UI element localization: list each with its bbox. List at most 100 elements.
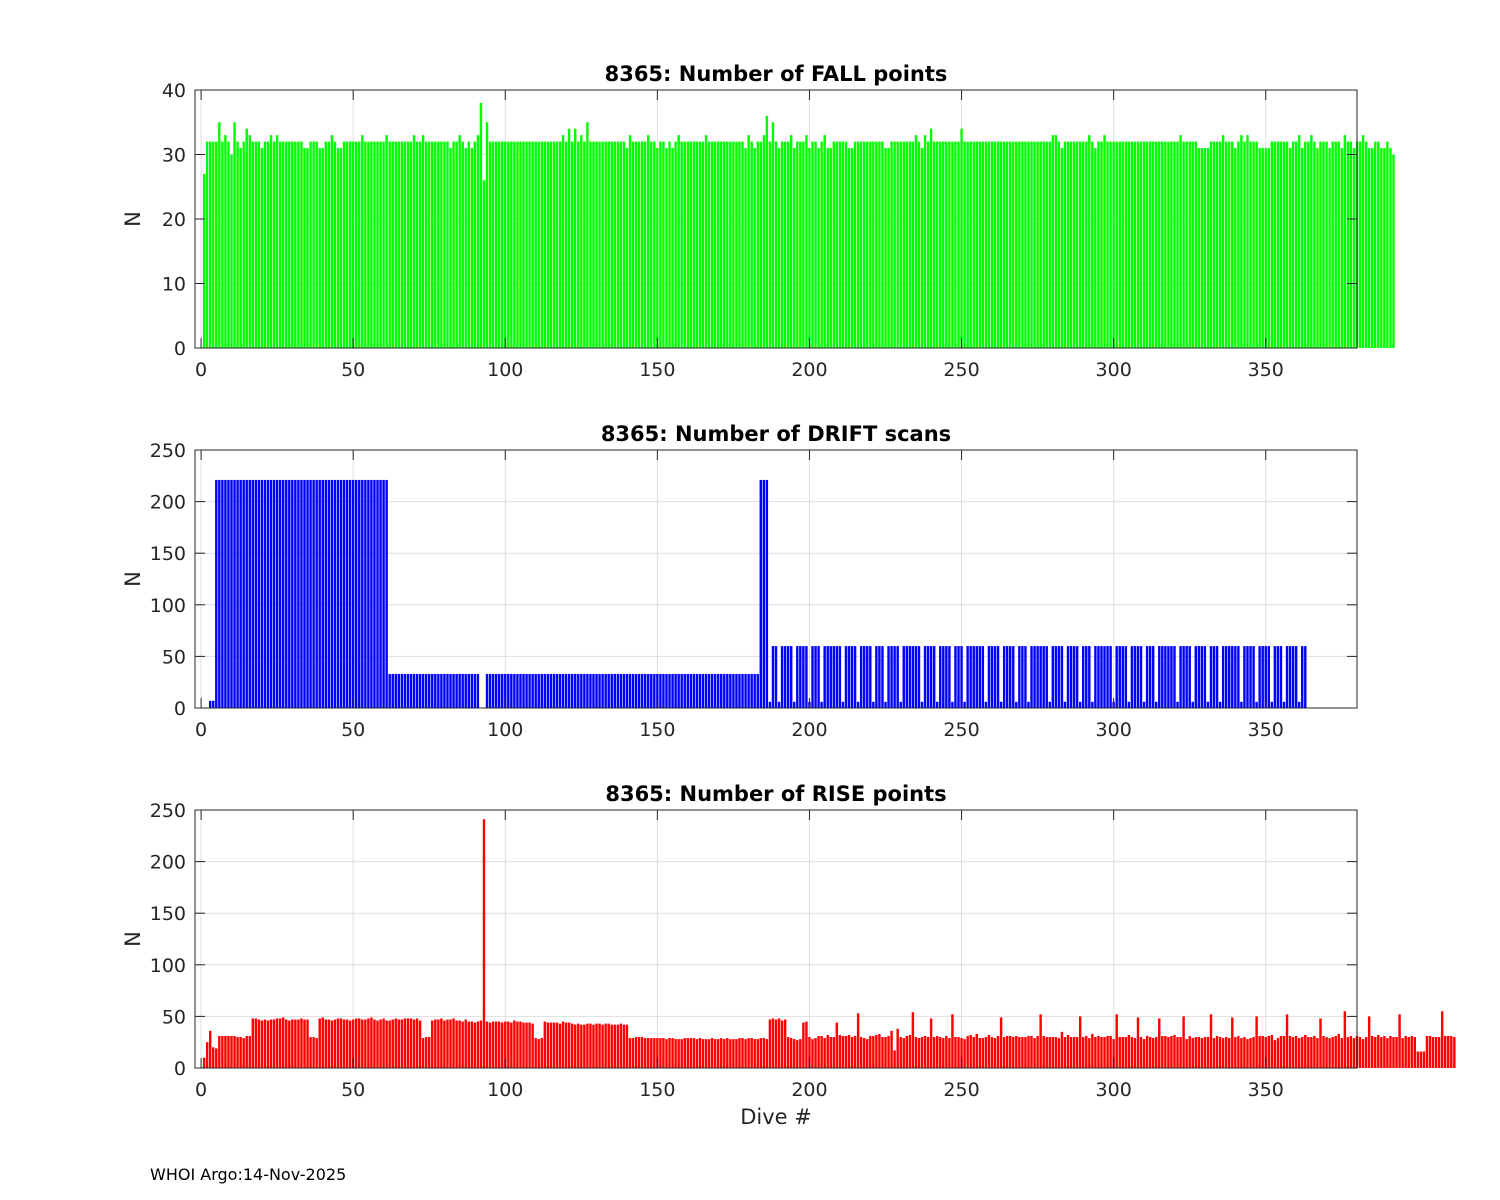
bar: [881, 141, 884, 348]
bar: [1057, 646, 1061, 708]
bar: [1203, 1037, 1207, 1068]
bar: [1191, 701, 1194, 708]
bar: [814, 141, 817, 348]
bar: [811, 141, 814, 348]
y-tick-label: 20: [162, 209, 186, 231]
bar: [683, 141, 686, 348]
bar: [385, 1020, 388, 1068]
x-tick-label: 200: [791, 719, 827, 741]
bar: [318, 1018, 321, 1068]
bar: [616, 141, 620, 348]
bar: [592, 1024, 595, 1068]
bar: [1322, 1036, 1325, 1068]
bar: [1185, 646, 1188, 708]
bar: [1255, 701, 1258, 708]
x-tick-label: 0: [195, 719, 207, 741]
bar: [1206, 148, 1210, 348]
bar: [1301, 646, 1304, 708]
bar: [546, 141, 550, 348]
bar: [552, 1022, 556, 1068]
bar: [1048, 701, 1051, 708]
bar: [1188, 646, 1191, 708]
bar: [823, 646, 826, 708]
bar: [516, 141, 519, 348]
bar: [765, 1039, 769, 1068]
bar: [373, 1019, 376, 1068]
bar: [291, 1019, 294, 1068]
bar: [1221, 646, 1225, 708]
bar: [303, 479, 306, 708]
bar: [1106, 1036, 1109, 1068]
bar: [723, 141, 726, 348]
bar: [1185, 1039, 1188, 1068]
bar: [1231, 1017, 1234, 1068]
bar: [1392, 154, 1395, 348]
bar: [577, 141, 580, 348]
bar: [215, 141, 218, 348]
bar: [522, 673, 525, 708]
bar: [224, 135, 227, 348]
bar: [440, 141, 443, 348]
bar: [504, 1021, 507, 1068]
bar: [1437, 1037, 1441, 1068]
bar: [525, 673, 528, 708]
bar: [1060, 646, 1064, 708]
bar: [583, 141, 586, 348]
bar: [525, 1022, 528, 1068]
bar: [765, 479, 769, 708]
y-tick-label: 200: [150, 852, 186, 874]
bar: [388, 673, 391, 708]
bar: [1030, 646, 1033, 708]
bar: [373, 141, 376, 348]
bar: [525, 141, 528, 348]
bar: [1224, 1037, 1228, 1068]
bar: [1164, 1036, 1167, 1068]
bar: [1103, 646, 1106, 708]
bar: [1060, 148, 1064, 348]
bar: [1252, 646, 1255, 708]
bar: [999, 701, 1003, 708]
bar: [1033, 646, 1036, 708]
bar: [245, 128, 248, 348]
bar: [932, 141, 936, 348]
bar: [796, 141, 799, 348]
bar: [1072, 1037, 1076, 1068]
bar: [1066, 141, 1070, 348]
bar: [993, 646, 997, 708]
bar: [777, 148, 781, 348]
bar: [808, 148, 811, 348]
bar: [321, 148, 324, 348]
bar: [756, 673, 759, 708]
bar: [786, 646, 790, 708]
bar: [467, 673, 470, 708]
bar: [1100, 141, 1103, 348]
bar: [1021, 141, 1024, 348]
bar: [531, 141, 534, 348]
bar: [1218, 701, 1222, 708]
bar: [586, 1023, 589, 1068]
bar: [1313, 1036, 1316, 1068]
bar: [321, 479, 324, 708]
bar: [537, 1039, 540, 1068]
bar: [461, 141, 464, 348]
bar: [1325, 141, 1328, 348]
bar: [996, 1036, 1000, 1068]
bar: [1237, 1036, 1240, 1068]
bar: [379, 1019, 382, 1068]
bar: [534, 141, 537, 348]
bar: [1218, 141, 1222, 348]
bar: [1346, 141, 1350, 348]
bar: [288, 141, 291, 348]
bar: [1234, 148, 1237, 348]
bar: [887, 646, 890, 708]
bar: [835, 141, 839, 348]
bar: [1273, 646, 1277, 708]
bar: [434, 141, 437, 348]
bar: [415, 673, 419, 708]
bar: [902, 1038, 905, 1068]
bar: [926, 646, 930, 708]
bar: [1313, 141, 1316, 348]
bar: [783, 1019, 787, 1068]
bar: [960, 128, 963, 348]
bar: [1036, 1036, 1039, 1068]
